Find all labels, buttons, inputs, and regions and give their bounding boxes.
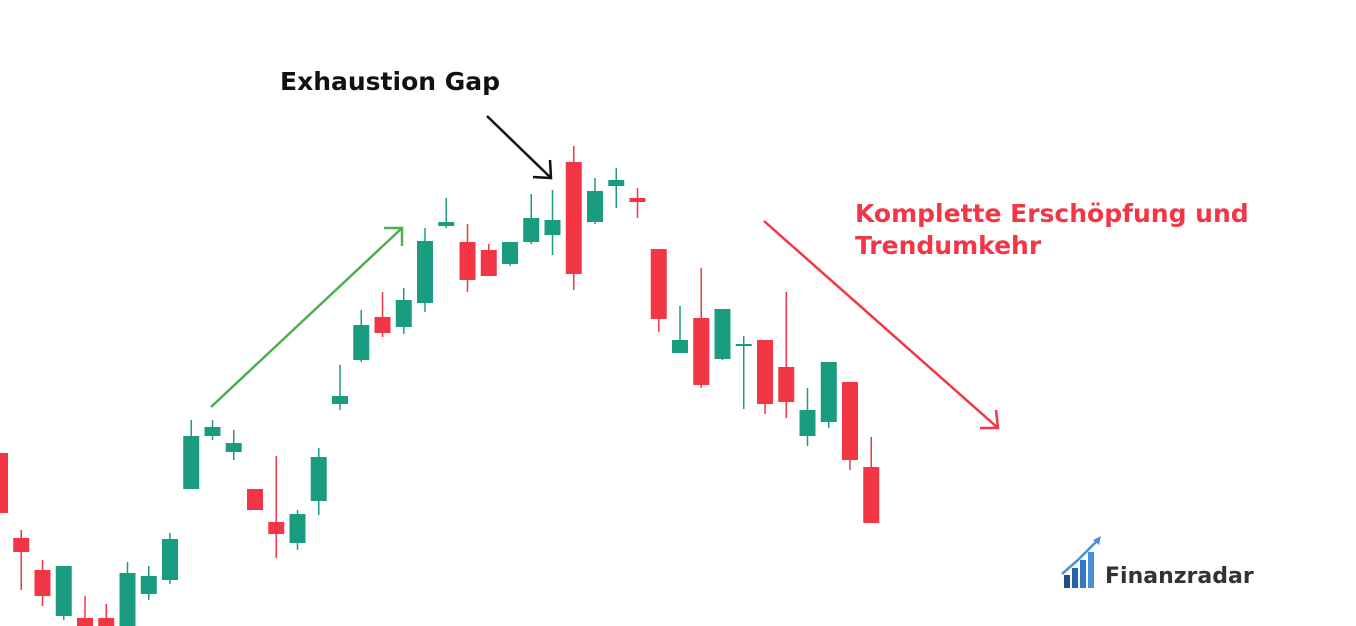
candle-body [820,362,837,422]
candle-body [757,340,773,404]
candle-body [544,220,561,235]
candle-body [332,396,348,404]
candle-body [863,467,880,523]
arrow [210,226,404,408]
candle-body [523,218,540,242]
candle-body [395,300,412,327]
candle-body [650,249,667,319]
candle-body [289,514,306,543]
candle-body [98,618,115,626]
candle-body [353,325,370,360]
arrow [486,115,553,180]
candle-body [183,436,200,489]
candle-body [608,180,625,186]
candle-body [778,367,795,402]
candle-body [735,344,752,346]
logo-text: Finanzradar [1105,564,1254,589]
candle-body [799,410,816,436]
candle-body [310,457,327,501]
candle-body [204,427,221,436]
candle-body [693,318,710,385]
candle-body [629,198,646,202]
annotation: Trendumkehr [855,231,1042,260]
candle-body [672,340,688,353]
candle-body [459,242,476,280]
candle-body [119,573,136,626]
candle-body [480,250,497,276]
candle-body [268,522,285,534]
arrow [763,220,1000,430]
candle-body [247,489,263,510]
candle-body [587,191,603,222]
candle-body [438,222,455,226]
candle-body [714,309,731,359]
candle-body [55,566,72,616]
annotation: Exhaustion Gap [280,67,500,96]
candle-body [842,382,858,460]
candle-body [417,241,433,303]
logo-icon [1061,536,1101,588]
candle-body [34,570,51,596]
candle-body [502,242,518,264]
candle-body [140,576,157,594]
candle-body [225,443,242,452]
candle-body [565,162,582,274]
candle-body [162,539,178,580]
candle-body [13,538,30,552]
candle-body [0,453,8,513]
candle-body [77,618,93,626]
annotation: Komplette Erschöpfung und [855,199,1249,228]
candle-body [374,317,391,333]
